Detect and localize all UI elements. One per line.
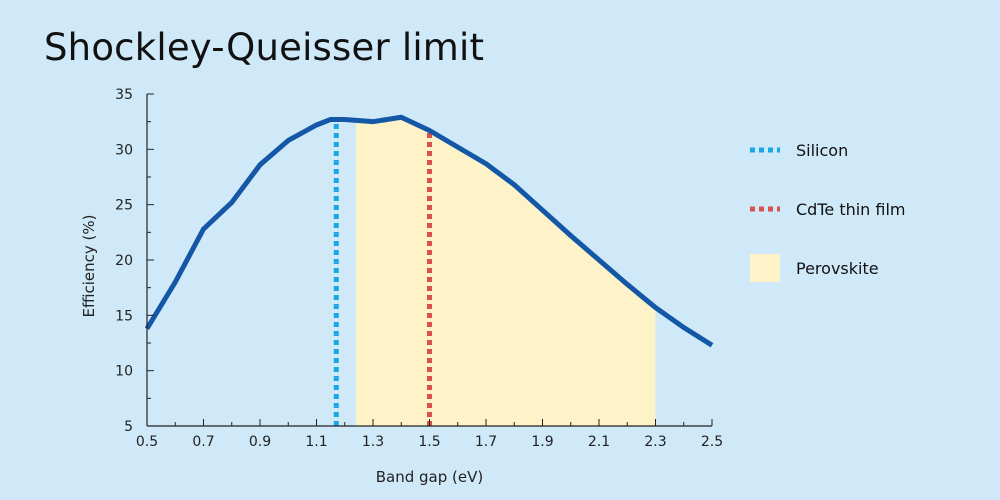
chart-title: Shockley-Queisser limit xyxy=(44,26,485,69)
y-tick-label: 15 xyxy=(115,308,133,324)
efficiency-curve xyxy=(144,114,714,348)
shade-layer xyxy=(356,117,656,427)
y-tick-label: 30 xyxy=(115,142,133,158)
x-tick-label: 0.5 xyxy=(136,434,158,450)
x-tick-label: 1.3 xyxy=(362,434,384,450)
legend-label: Perovskite xyxy=(796,259,879,278)
legend: Silicon CdTe thin film Perovskite xyxy=(750,141,906,282)
y-tick-label: 5 xyxy=(124,419,133,435)
y-tick-label: 10 xyxy=(115,364,133,380)
y-axis-label: Efficiency (%) xyxy=(80,215,98,318)
axis-layer: 0.5 0.7 0.9 1.1 1.3 1.5 1.7 1.9 2.1 2.3 2.5 5 10 15 20… xyxy=(80,87,723,486)
x-tick-label: 1.9 xyxy=(531,434,553,450)
line-layer xyxy=(144,114,714,348)
x-tick-label: 2.3 xyxy=(644,434,666,450)
x-tick-label: 1.5 xyxy=(418,434,440,450)
y-tick-label: 35 xyxy=(115,87,133,103)
x-tick-label: 2.1 xyxy=(588,434,610,450)
x-tick-label: 1.7 xyxy=(475,434,497,450)
y-tick-label: 20 xyxy=(115,253,133,269)
legend-perovskite-swatch xyxy=(750,254,780,282)
perovskite-region xyxy=(356,117,656,427)
x-tick-label: 0.7 xyxy=(192,434,214,450)
x-tick-label: 0.9 xyxy=(249,434,271,450)
vline-layer xyxy=(333,121,432,426)
x-axis-label: Band gap (eV) xyxy=(376,468,483,486)
legend-label: Silicon xyxy=(796,141,848,160)
x-tick-label: 2.5 xyxy=(701,434,723,450)
x-tick-label: 1.1 xyxy=(305,434,327,450)
legend-label: CdTe thin film xyxy=(796,200,906,219)
y-tick-label: 25 xyxy=(115,198,133,214)
